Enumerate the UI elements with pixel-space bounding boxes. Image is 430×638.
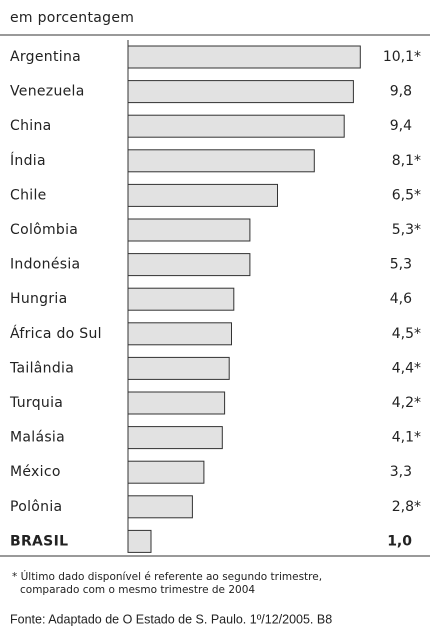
- value-label: 8,1*: [392, 153, 421, 169]
- bar: [127, 426, 223, 450]
- value-label: 1,0: [387, 533, 412, 549]
- category-label: Polônia: [10, 499, 62, 515]
- category-label: Chile: [10, 187, 47, 203]
- value-label: 4,6: [390, 291, 412, 307]
- value-label: 3,3: [390, 464, 412, 480]
- value-label: 6,5*: [392, 187, 421, 203]
- chart-subtitle: em porcentagem: [10, 10, 134, 26]
- category-label: China: [10, 118, 52, 134]
- value-label: 9,8: [390, 84, 412, 100]
- value-label: 5,3: [390, 257, 412, 273]
- source: Fonte: Adaptado de O Estado de S. Paulo.…: [10, 612, 332, 626]
- value-label: 4,5*: [392, 326, 421, 342]
- category-label: Tailândia: [9, 360, 74, 376]
- category-label: México: [10, 464, 61, 480]
- category-label: BRASIL: [10, 533, 68, 549]
- bar: [127, 183, 278, 207]
- bar: [127, 253, 251, 277]
- category-label: Venezuela: [10, 84, 85, 100]
- bar: [127, 460, 205, 484]
- bar: [127, 391, 226, 415]
- bar: [127, 287, 235, 311]
- bar: [127, 149, 315, 173]
- bar: [127, 80, 354, 104]
- category-label: Argentina: [10, 49, 81, 65]
- value-label: 9,4: [390, 118, 412, 134]
- footnote: * Último dado disponível é referente ao …: [12, 570, 322, 583]
- value-label: 5,3*: [392, 222, 421, 238]
- bar: [127, 322, 232, 346]
- bar: [127, 495, 193, 519]
- footnote: comparado com o mesmo trimestre de 2004: [20, 584, 255, 596]
- category-label: Hungria: [10, 291, 68, 307]
- category-label: África do Sul: [10, 325, 102, 342]
- value-label: 10,1*: [383, 49, 421, 65]
- bar: [127, 218, 251, 242]
- value-label: 4,2*: [392, 395, 421, 411]
- value-label: 4,4*: [392, 360, 421, 376]
- category-label: Índia: [10, 152, 46, 169]
- bar: [127, 529, 152, 553]
- bar: [127, 114, 345, 138]
- bar: [127, 45, 361, 69]
- value-label: 2,8*: [392, 499, 421, 515]
- value-label: 4,1*: [392, 430, 421, 446]
- category-label: Malásia: [10, 430, 65, 446]
- category-label: Turquia: [9, 395, 63, 411]
- bar: [127, 356, 230, 380]
- category-label: Indonésia: [10, 257, 80, 273]
- category-label: Colômbia: [10, 222, 78, 238]
